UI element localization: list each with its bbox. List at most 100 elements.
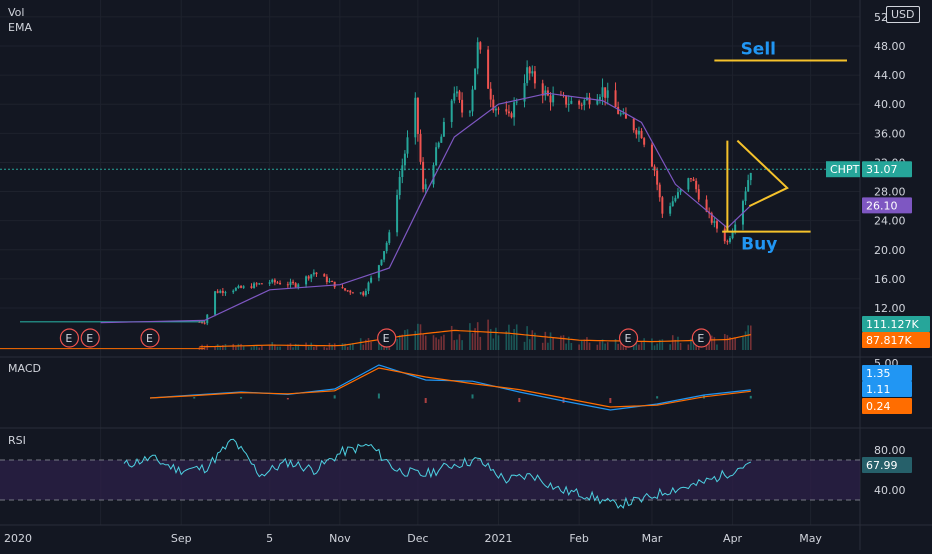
candle-body [214, 291, 217, 315]
earnings-marker-label: E [86, 332, 93, 345]
volume-bar [560, 335, 562, 350]
volume-tag-1: 111.127K [866, 318, 919, 331]
candle-body [705, 199, 708, 212]
time-tick-label: May [799, 532, 822, 545]
candle-body [333, 281, 336, 288]
candle-body [461, 99, 464, 113]
candle-body [619, 113, 622, 115]
price-grid [0, 0, 860, 525]
volume-bar [588, 342, 591, 350]
volume-ma-line [199, 329, 751, 348]
volume-bar [677, 336, 679, 350]
candle-body [658, 184, 661, 198]
volume-tag-2-bg [862, 332, 930, 348]
signal-value-tag-bg [862, 381, 912, 397]
volume-tag-1-bg [862, 316, 930, 332]
volume-bar [315, 344, 318, 350]
candle-body [549, 95, 552, 103]
candle-body [341, 287, 344, 289]
volume-bar [216, 344, 219, 350]
volume-bar [326, 347, 328, 350]
vol-indicator-label: Vol [8, 6, 25, 19]
candle-body [598, 96, 601, 100]
candle-body [653, 166, 656, 171]
candle-body [435, 147, 438, 166]
candle-body [570, 100, 573, 104]
macd-histogram-bar [609, 398, 612, 403]
candle-body [221, 290, 224, 293]
volume-bar [417, 323, 419, 350]
volume-bar [297, 344, 300, 350]
volume-bar [643, 338, 645, 350]
volume-bar [669, 344, 671, 350]
volume-bar [489, 328, 492, 350]
volume-bar [261, 345, 263, 350]
candle-body [414, 97, 417, 138]
volume-bar [432, 335, 435, 350]
candle-body [364, 290, 367, 296]
candle-body [601, 87, 604, 97]
volume-bar [731, 338, 734, 350]
volume-bar [580, 340, 583, 350]
candle-body [541, 83, 544, 96]
volume-bar [708, 339, 710, 350]
candle-body [232, 290, 235, 293]
volume-bar [562, 335, 565, 350]
candle-body [676, 192, 679, 198]
candle-body [606, 90, 609, 98]
volume-bar [528, 339, 531, 350]
candle-body [614, 90, 617, 107]
macd-histogram-bar [749, 395, 752, 399]
price-tick-label: 12.00 [874, 302, 906, 315]
volume-bar [726, 335, 729, 350]
macd-line [149, 364, 751, 411]
currency-badge[interactable]: USD [886, 6, 920, 23]
macd-title: MACD [8, 362, 41, 375]
candle-body [351, 292, 354, 294]
volume-bar [378, 341, 380, 350]
volume-bar [479, 336, 482, 350]
volume-bar [734, 337, 736, 350]
candle-body [307, 276, 310, 279]
candle-body [424, 184, 427, 190]
candle-body [422, 161, 425, 190]
candle-body [479, 42, 482, 50]
candle-body [344, 288, 347, 291]
candle-body [471, 89, 474, 112]
candle-body [367, 282, 370, 291]
candle-body [279, 282, 282, 285]
volume-bar [495, 327, 497, 350]
volume-bar [534, 332, 536, 350]
value-tags: CHPT 31.07 26.10 111.127K 87.817K 1.35 1.11 0.2… [826, 161, 930, 473]
volume-bar [235, 346, 237, 350]
candle-body [531, 71, 534, 74]
time-tick-label: Sep [171, 532, 192, 545]
macd-histogram-bar [333, 395, 336, 399]
candle-body [552, 94, 555, 103]
volume-bar [723, 334, 726, 350]
candle-body [388, 232, 391, 243]
volume-bar [214, 346, 216, 350]
volume-bar [541, 342, 544, 350]
volume-bar [250, 347, 253, 350]
volume-bar [687, 344, 690, 350]
volume-bar [346, 346, 349, 350]
price-tick-label: 28.00 [874, 186, 906, 199]
candle-body [224, 292, 227, 294]
volume-bar [437, 339, 440, 350]
histogram-value-tag-bg [862, 398, 912, 414]
candle-body [323, 274, 326, 277]
volume-bar [599, 341, 601, 350]
candle-body [734, 224, 737, 232]
sell-label: Sell [741, 40, 776, 60]
candle-body [544, 90, 547, 96]
candle-body [565, 95, 568, 105]
candle-body [689, 178, 692, 180]
volume-bar [240, 343, 242, 350]
candle-body [406, 137, 409, 154]
candle-body [596, 99, 599, 105]
volume-bar [206, 344, 209, 350]
